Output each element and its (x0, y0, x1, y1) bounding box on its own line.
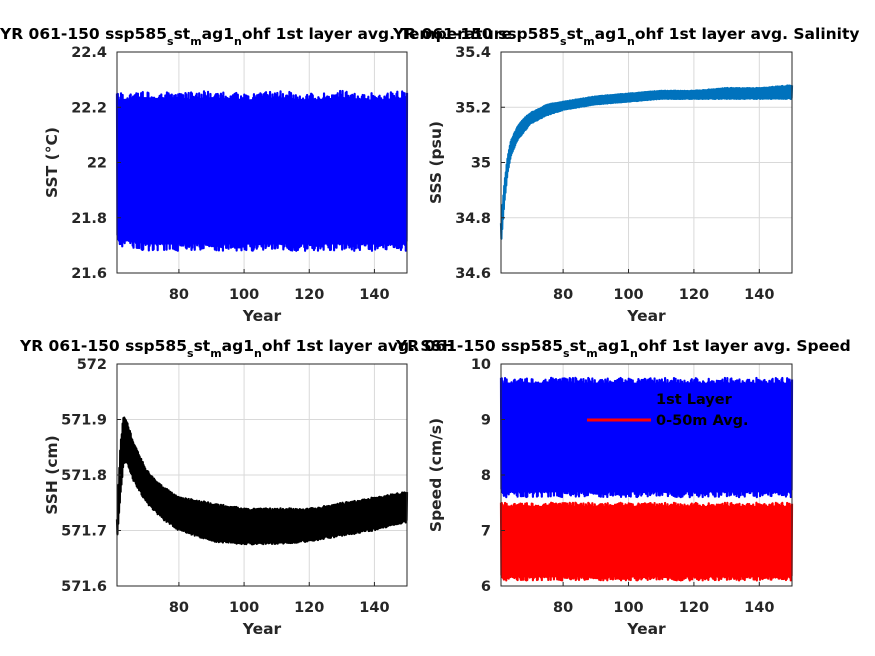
y-tick-label: 572 (77, 357, 107, 373)
subplot-title: YR 061-150 ssp585sstmag1nohf 1st layer a… (395, 337, 851, 360)
y-axis-label: SSH (cm) (43, 435, 61, 515)
series-1 (115, 416, 409, 546)
y-axis-label: SST (°C) (43, 127, 61, 198)
y-tick-label: 571.8 (61, 468, 107, 484)
subplot-title: YR 061-150 ssp585sstmag1nohf 1st layer a… (0, 25, 512, 48)
series-band (501, 85, 792, 245)
series-band (501, 382, 792, 493)
x-tick-label: 80 (169, 287, 189, 303)
x-tick-label: 140 (744, 287, 774, 303)
x-tick-label: 100 (613, 600, 643, 616)
series-0-50m-avg- (499, 501, 794, 582)
x-axis-label: Year (626, 620, 666, 638)
subplot-1: 80 100 120 140 21.6 21.8 22 22.2 22.4 Year SST (°C… (0, 25, 512, 325)
y-tick-label: 22.2 (71, 100, 107, 116)
legend-label: 1st Layer (656, 392, 733, 408)
x-tick-label: 140 (359, 287, 389, 303)
series-1 (115, 89, 409, 252)
y-tick-label: 22 (87, 156, 107, 172)
x-tick-label: 120 (679, 600, 709, 616)
x-axis-label: Year (242, 620, 282, 638)
x-tick-label: 140 (359, 600, 389, 616)
y-tick-label: 571.6 (61, 579, 107, 595)
series-1 (499, 84, 794, 245)
y-tick-label: 571.9 (61, 413, 107, 429)
x-tick-label: 80 (553, 287, 573, 303)
x-tick-label: 100 (613, 287, 643, 303)
subplot-title: YR 061-150 ssp585sstmag1nohf 1st layer a… (392, 25, 860, 48)
x-tick-label: 100 (229, 287, 259, 303)
y-tick-label: 6 (481, 579, 491, 595)
x-axis-label: Year (626, 307, 666, 325)
y-tick-label: 8 (481, 468, 491, 484)
x-tick-label: 80 (553, 600, 573, 616)
series-1st-layer (499, 376, 794, 499)
series-band (501, 505, 792, 578)
y-tick-label: 35 (471, 156, 491, 172)
x-axis-label: Year (242, 307, 282, 325)
y-tick-label: 35.2 (455, 100, 491, 116)
legend: 1st Layer 0-50m Avg. (587, 392, 749, 429)
y-tick-label: 35.4 (455, 45, 491, 61)
subplot-2: 80 100 120 140 34.6 34.8 35 35.2 35.4 Year SSS (ps… (392, 25, 860, 325)
y-axis-label: SSS (psu) (427, 121, 445, 204)
y-tick-label: 22.4 (71, 45, 107, 61)
subplot-title: YR 061-150 ssp585sstmag1nohf 1st layer a… (19, 337, 455, 360)
x-tick-label: 80 (169, 600, 189, 616)
x-tick-label: 120 (679, 287, 709, 303)
x-tick-label: 120 (294, 287, 324, 303)
y-tick-label: 34.8 (455, 211, 491, 227)
y-tick-label: 9 (481, 413, 491, 429)
subplot-4: 80 100 120 140 6 7 8 9 10 Year Speed (cm/s) YR 061-… (395, 337, 851, 638)
y-tick-label: 34.6 (455, 266, 491, 282)
y-tick-label: 7 (481, 524, 491, 540)
y-tick-label: 10 (471, 357, 491, 373)
y-tick-label: 21.8 (71, 211, 107, 227)
x-tick-label: 100 (229, 600, 259, 616)
x-tick-label: 140 (744, 600, 774, 616)
subplot-3: 80 100 120 140 571.6 571.7 571.8 571.9 572 Year SS… (19, 337, 455, 638)
legend-label: 0-50m Avg. (656, 413, 749, 429)
y-axis-label: Speed (cm/s) (427, 418, 445, 532)
series-band (117, 97, 407, 245)
y-tick-label: 571.7 (61, 524, 107, 540)
series-band (117, 417, 407, 543)
y-tick-label: 21.6 (71, 266, 107, 282)
x-tick-label: 120 (294, 600, 324, 616)
